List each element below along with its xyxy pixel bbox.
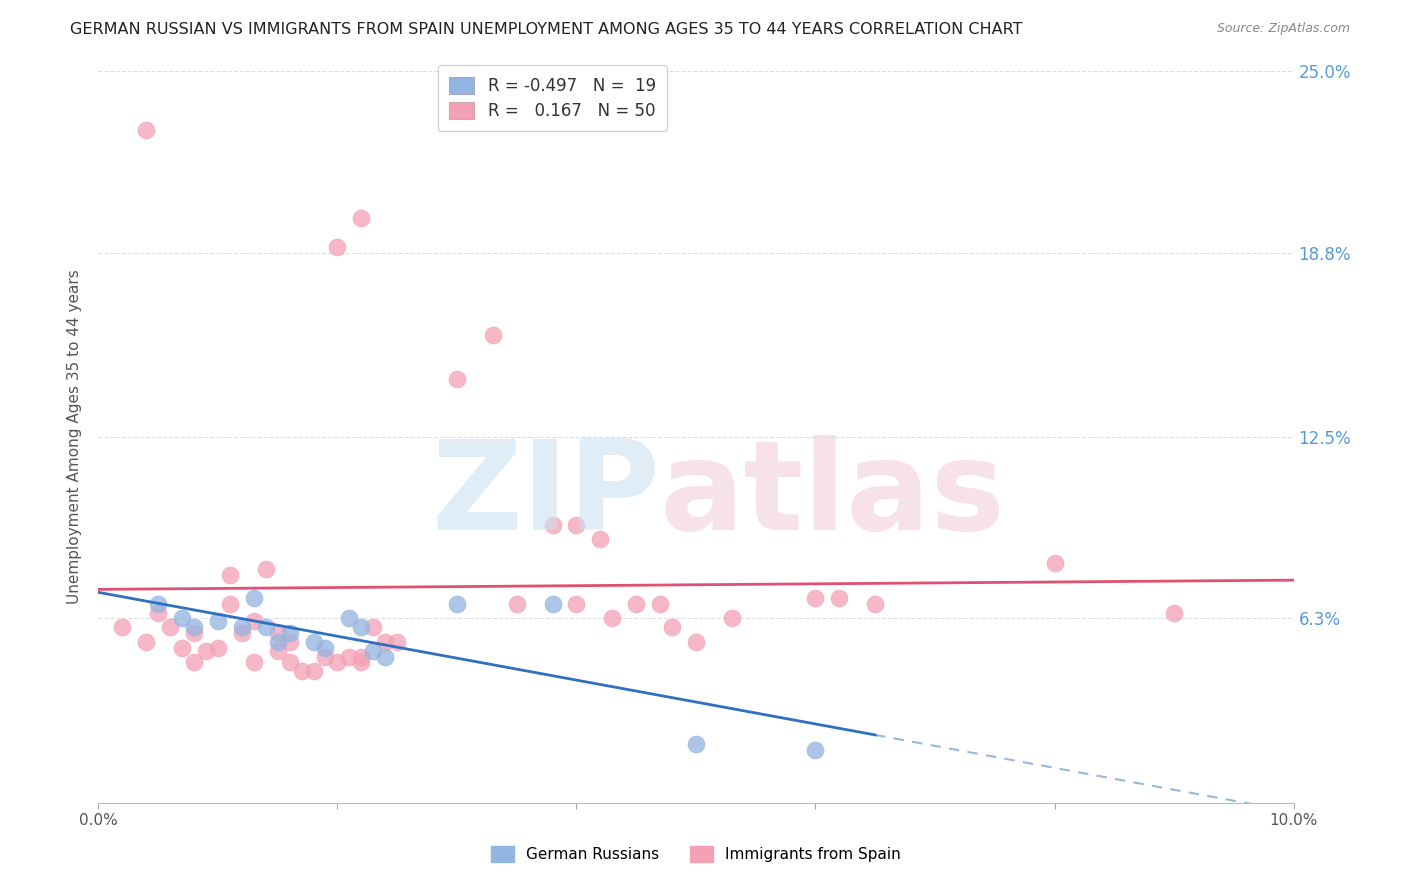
Point — [243, 656, 266, 670]
Point — [111, 620, 134, 634]
Point — [339, 649, 361, 664]
Point — [135, 123, 157, 137]
Point — [363, 643, 385, 657]
Point — [278, 635, 301, 649]
Point — [183, 620, 205, 634]
Point — [243, 615, 266, 629]
Point — [195, 643, 218, 657]
Point — [243, 591, 266, 605]
Point — [302, 635, 325, 649]
Point — [506, 597, 529, 611]
Point — [541, 517, 564, 532]
Point — [231, 620, 253, 634]
Legend: German Russians, Immigrants from Spain: German Russians, Immigrants from Spain — [485, 840, 907, 868]
Point — [565, 597, 588, 611]
Point — [148, 597, 170, 611]
Point — [278, 626, 301, 640]
Point — [315, 649, 337, 664]
Point — [183, 656, 205, 670]
Point — [326, 240, 349, 254]
Text: atlas: atlas — [661, 435, 1005, 556]
Point — [350, 211, 373, 225]
Point — [159, 620, 181, 634]
Point — [291, 664, 314, 678]
Point — [339, 611, 361, 625]
Point — [804, 591, 827, 605]
Point — [148, 606, 170, 620]
Point — [626, 597, 648, 611]
Point — [374, 635, 396, 649]
Point — [1043, 556, 1066, 570]
Point — [602, 611, 624, 625]
Point — [589, 533, 612, 547]
Point — [135, 635, 157, 649]
Point — [363, 620, 385, 634]
Point — [374, 649, 396, 664]
Text: GERMAN RUSSIAN VS IMMIGRANTS FROM SPAIN UNEMPLOYMENT AMONG AGES 35 TO 44 YEARS C: GERMAN RUSSIAN VS IMMIGRANTS FROM SPAIN … — [70, 22, 1022, 37]
Point — [446, 371, 468, 385]
Point — [207, 640, 229, 655]
Point — [207, 615, 229, 629]
Point — [267, 635, 290, 649]
Point — [385, 635, 409, 649]
Text: Source: ZipAtlas.com: Source: ZipAtlas.com — [1216, 22, 1350, 36]
Text: ZIP: ZIP — [432, 435, 661, 556]
Point — [350, 656, 373, 670]
Point — [350, 649, 373, 664]
Point — [302, 664, 325, 678]
Point — [172, 640, 194, 655]
Point — [326, 656, 349, 670]
Point — [267, 643, 290, 657]
Point — [828, 591, 851, 605]
Point — [172, 611, 194, 625]
Point — [650, 597, 672, 611]
Point — [254, 620, 277, 634]
Point — [446, 597, 468, 611]
Point — [315, 640, 337, 655]
Point — [231, 626, 253, 640]
Point — [661, 620, 683, 634]
Point — [482, 327, 505, 342]
Point — [219, 567, 242, 582]
Point — [685, 635, 707, 649]
Point — [565, 517, 588, 532]
Point — [804, 743, 827, 757]
Y-axis label: Unemployment Among Ages 35 to 44 years: Unemployment Among Ages 35 to 44 years — [67, 269, 83, 605]
Point — [1163, 606, 1185, 620]
Point — [721, 611, 744, 625]
Point — [278, 656, 301, 670]
Point — [541, 597, 564, 611]
Point — [219, 597, 242, 611]
Point — [254, 562, 277, 576]
Point — [865, 597, 887, 611]
Point — [267, 626, 290, 640]
Point — [685, 737, 707, 751]
Point — [350, 620, 373, 634]
Point — [183, 626, 205, 640]
